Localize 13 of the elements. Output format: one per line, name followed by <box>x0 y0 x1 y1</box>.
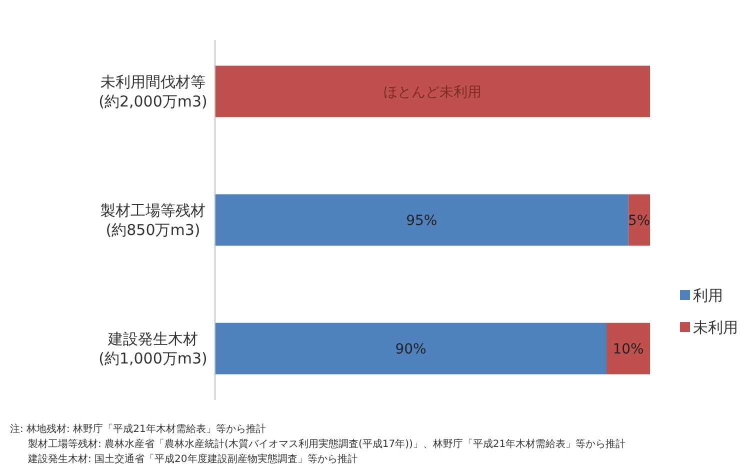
data-label: 95% <box>406 212 438 229</box>
legend-label: 未利用 <box>693 318 738 336</box>
data-label: 10% <box>612 341 644 358</box>
data-label: 90% <box>395 341 426 358</box>
legend-label: 利用 <box>693 286 723 304</box>
text: 注: 林地残材: 林野庁「平成21年木材需給表」等から推計 <box>10 423 266 435</box>
text: 製材工場等残材: 農林水産省「農林水産統計(木質バイオマス利用実態調査(平成17年))」、林野庁「平成21年木材需給表」等から推計 <box>28 438 626 450</box>
data-label: ほとんど未利用 <box>384 84 482 100</box>
text: 建設発生木材: 国土交通省「平成20年度建設副産物実態調査」等から推計 <box>27 453 358 465</box>
y-tick-label: 製材工場等残材 (約850万m3) <box>100 202 206 239</box>
y-tick-label: 未利用間伐材等 (約2,000万m3) <box>98 72 208 110</box>
data-label: 5% <box>628 212 650 229</box>
y-tick-label: 建設発生木材 (約1,000万m3) <box>98 330 208 368</box>
